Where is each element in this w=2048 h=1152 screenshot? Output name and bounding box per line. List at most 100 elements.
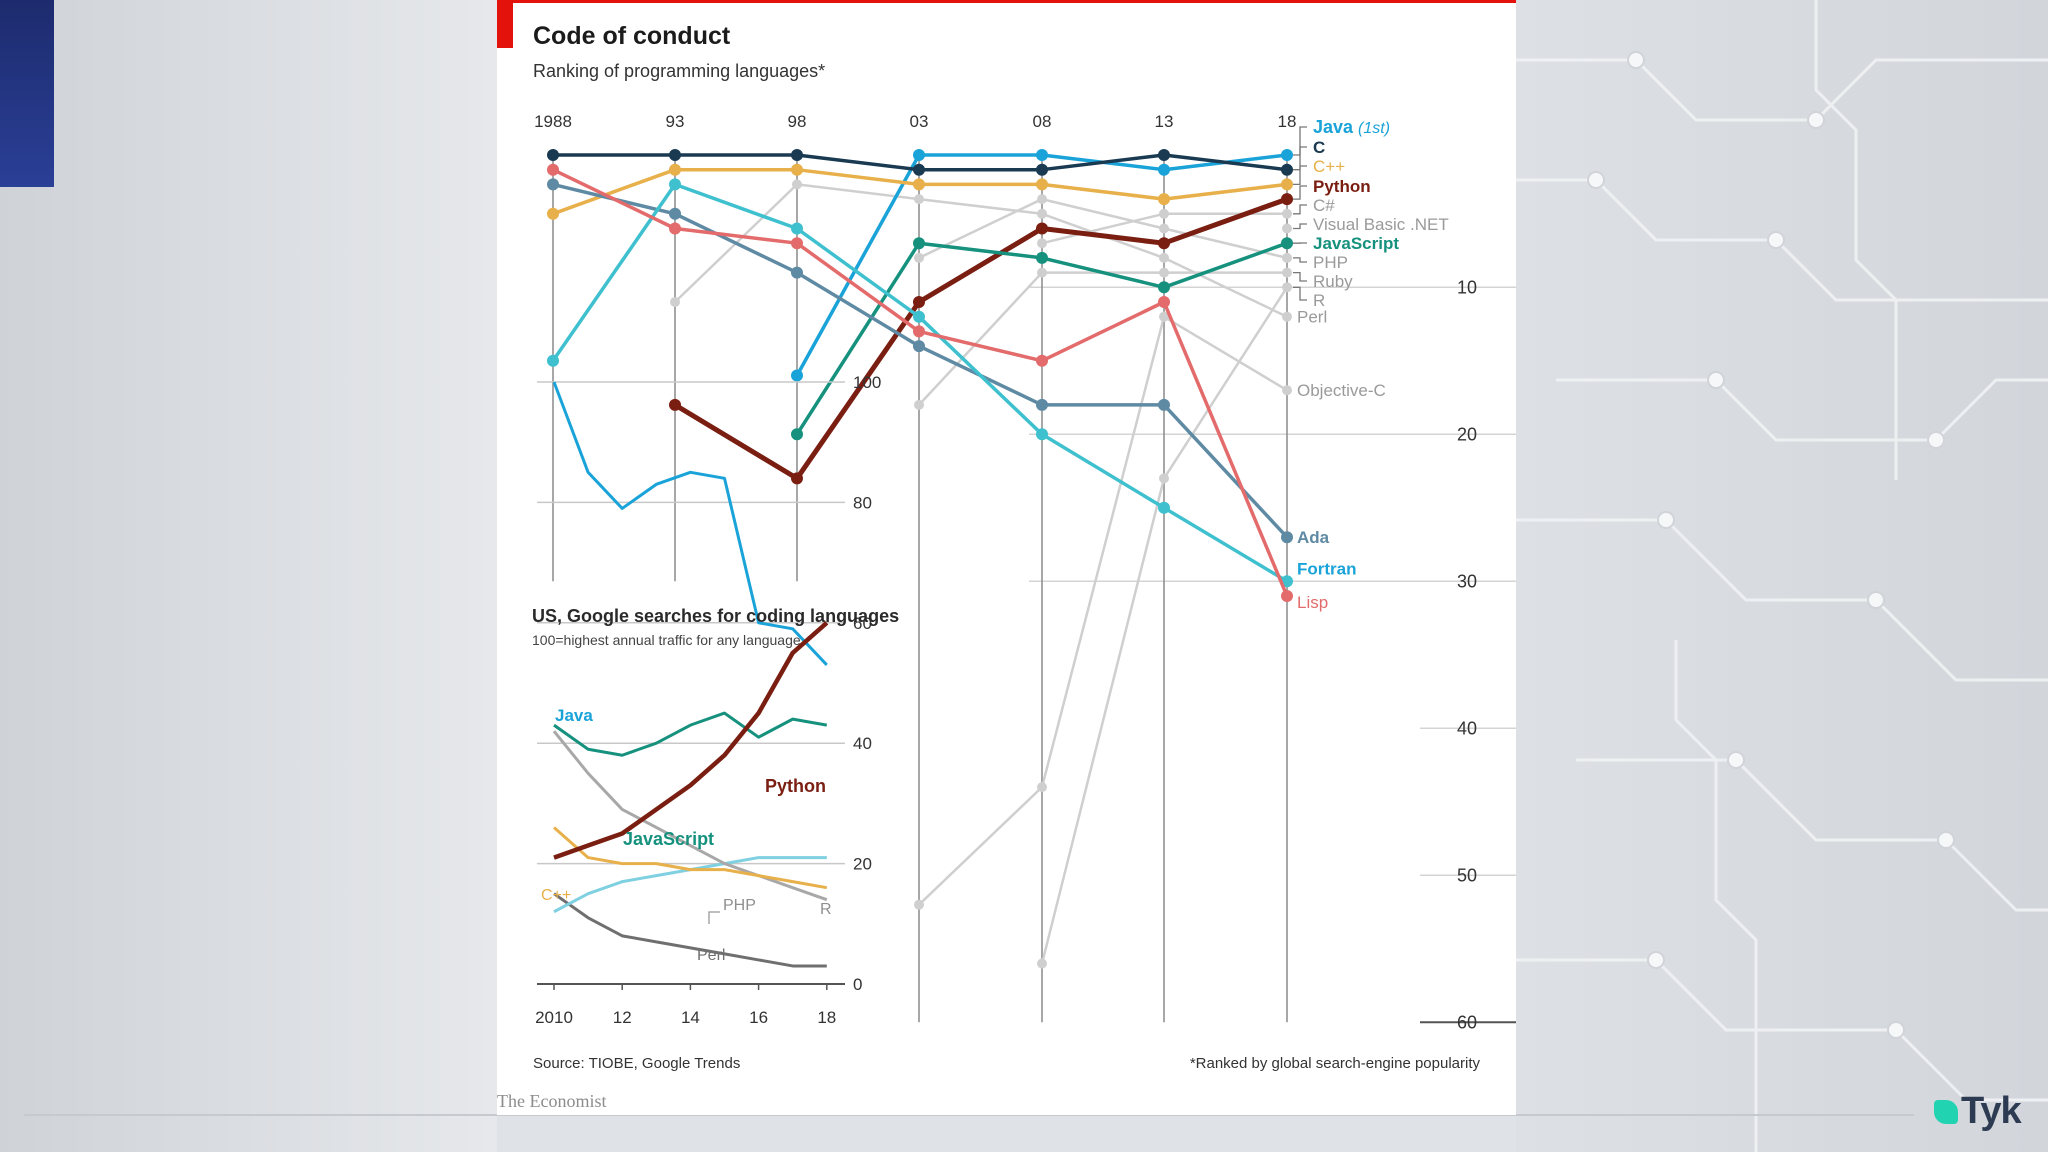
series-label-php: PHP: [1313, 253, 1348, 272]
point-c-2008: [1037, 238, 1047, 249]
inset-y-tick-0: 0: [853, 975, 862, 994]
tyk-logo-text: Tyk: [1961, 1090, 2022, 1132]
line-python: [673, 196, 1288, 481]
point-java-1st-1998: [791, 369, 803, 382]
series-objective-c: [914, 311, 1292, 910]
point-ada-1988: [547, 178, 559, 191]
series-perl: [670, 179, 1292, 322]
point-r-2008: [1037, 958, 1047, 969]
point-python-2003: [913, 296, 925, 308]
inset-line-python: [553, 621, 829, 860]
point-perl-1993: [670, 297, 680, 307]
chart-card: 1988 93 98 03 08 13 18 10 20 30 40 50 60 Java (1st) C C…: [497, 0, 1516, 1115]
y-tick-label-60: 60: [1457, 1012, 1477, 1032]
footer-divider: [24, 1114, 1914, 1116]
series-java-1st: [791, 149, 1293, 382]
connector-r: [1293, 286, 1307, 301]
line-perl: [674, 183, 1288, 318]
point-lisp-1988: [547, 163, 559, 176]
inset-x-tick-label-16: 16: [749, 1008, 768, 1027]
point-lisp-2008: [1036, 354, 1048, 367]
point-python-2008: [1036, 222, 1048, 235]
line-objective-c: [918, 315, 1288, 906]
point-perl-2013: [1159, 252, 1169, 263]
inset-y-tick-40: 40: [853, 734, 872, 753]
inset-x-tick-label-14: 14: [681, 1008, 700, 1027]
point-javascript-2013: [1158, 281, 1170, 294]
series-label-c: C++: [1313, 157, 1345, 176]
x-tick-label-1988: 1988: [534, 112, 572, 131]
point-perl-2003: [914, 194, 924, 205]
inset-series-label-c: C++: [541, 887, 571, 904]
point-c-2018: [1281, 163, 1293, 176]
point-objective-c-2008: [1037, 782, 1047, 793]
series-ruby: [914, 267, 1292, 410]
point-ada-2013: [1158, 398, 1170, 411]
point-java-1st-2003: [913, 149, 925, 161]
point-ruby-2013: [1159, 267, 1169, 278]
inset-series-label-python: Python: [765, 776, 826, 796]
inset-series-label-perl: Perl: [697, 947, 725, 964]
point-lisp-1993: [669, 222, 681, 235]
economist-red-tab: [497, 0, 513, 48]
series-label-c: C#: [1313, 196, 1335, 215]
series-label-java: Java (1st): [1313, 117, 1390, 137]
point-objective-c-2018: [1282, 385, 1292, 396]
point-c-2008: [1036, 163, 1048, 176]
point-objective-c-2013: [1159, 311, 1169, 322]
series-javascript: [791, 237, 1293, 441]
point-fortran-1988: [547, 354, 559, 367]
x-tick-label-08: 08: [1033, 112, 1052, 131]
search-trends-chart: [537, 381, 845, 990]
inset-x-tick-label-2010: 2010: [535, 1008, 573, 1027]
series-label-visual-basic-net: Visual Basic .NET: [1313, 215, 1449, 234]
point-php-2008: [1037, 194, 1047, 205]
point-perl-2008: [1037, 208, 1047, 219]
point-lisp-1998: [791, 237, 803, 250]
point-c-2013: [1158, 193, 1170, 206]
point-fortran-1998: [791, 222, 803, 235]
point-java-1st-2013: [1158, 163, 1170, 176]
series-label-lisp: Lisp: [1297, 593, 1328, 612]
y-tick-label-40: 40: [1457, 718, 1477, 738]
inset-line-java: [552, 381, 828, 666]
connector-php: [1293, 257, 1307, 263]
x-tick-label-93: 93: [666, 112, 685, 131]
point-ada-2008: [1036, 398, 1048, 411]
point-c-1998: [791, 163, 803, 176]
point-c-2018: [1281, 178, 1293, 191]
series-c: [547, 163, 1293, 220]
inset-x-tick-label-18: 18: [817, 1008, 836, 1027]
point-c-1988: [547, 207, 559, 220]
series-ada: [547, 178, 1293, 544]
point-javascript-2008: [1036, 251, 1048, 264]
chart-subtitle: Ranking of programming languages*: [533, 61, 826, 81]
x-tick-label-98: 98: [788, 112, 807, 131]
inset-connector-php: [708, 911, 720, 924]
series-python: [669, 193, 1293, 485]
point-c-2003: [913, 163, 925, 176]
point-c-2003: [913, 178, 925, 191]
footnote: *Ranked by global search-engine populari…: [1189, 1055, 1480, 1072]
source-note: Source: TIOBE, Google Trends: [533, 1055, 741, 1072]
line-ruby: [918, 271, 1287, 406]
circuit-pattern-graphic: [1516, 0, 2048, 1152]
publisher-credit: The Economist: [497, 1091, 607, 1111]
point-ada-1998: [791, 266, 803, 279]
point-c-1993: [669, 149, 681, 161]
chart-title: Code of conduct: [533, 22, 731, 50]
background-left: [0, 0, 497, 1152]
inset-series-label-javascript: JavaScript: [623, 829, 714, 849]
series-lisp: [547, 163, 1293, 602]
inset-line-perl: [553, 892, 827, 968]
inset-line-php: [552, 730, 828, 902]
point-ruby-2018: [1282, 267, 1292, 278]
line-php: [918, 197, 1288, 260]
series-label-objective-c: Objective-C: [1297, 381, 1386, 400]
inset-series-label-r: R: [820, 901, 832, 918]
point-java-1st-2018: [1281, 149, 1293, 161]
series-c: [547, 149, 1293, 176]
line-lisp: [552, 168, 1289, 597]
